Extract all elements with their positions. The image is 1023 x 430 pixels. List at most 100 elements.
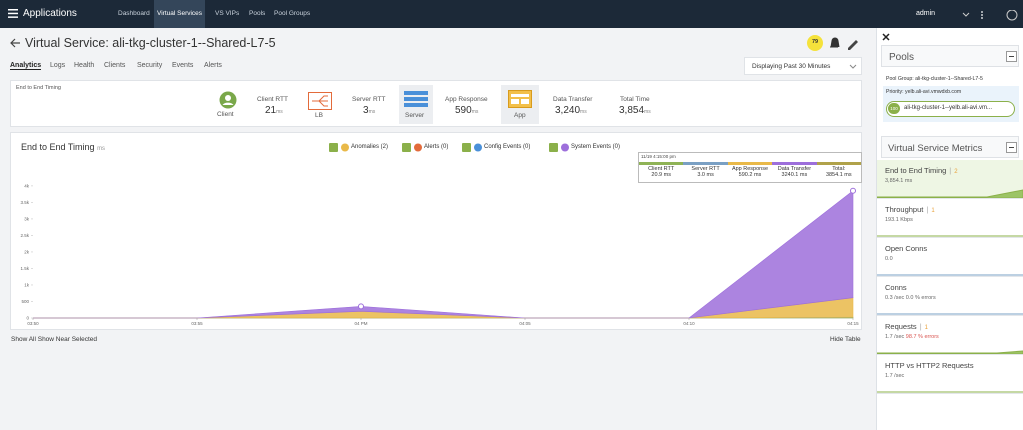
client-icon	[219, 91, 237, 109]
tooltip-value: 3.0 ms	[683, 172, 727, 178]
name: End to End Timing	[885, 166, 947, 175]
tab[interactable]: Events	[172, 62, 194, 69]
timing-panel: End to End Timing Client Client RTT 21ms…	[10, 80, 862, 127]
pool-chip[interactable]: 100 ali-tkg-cluster-1--yelb.ali-avi.vm..…	[886, 101, 1015, 117]
value: 590.2	[738, 172, 753, 178]
metric-row[interactable]: End to End Timing | 2 3,854.1 ms	[877, 160, 1023, 199]
value: 1.7 /sec	[885, 373, 905, 379]
time-range: Displaying Past 30 Minutes	[752, 63, 831, 70]
tab[interactable]: Logs	[50, 62, 66, 69]
sep: |	[926, 205, 929, 214]
menu-icon[interactable]	[8, 9, 18, 18]
metric-label: Client RTT	[257, 96, 288, 103]
filter-boxes	[329, 143, 569, 152]
tab[interactable]: Clients	[104, 62, 126, 69]
metrics-header[interactable]: Virtual Service Metrics	[881, 136, 1019, 158]
metric-row[interactable]: Throughput | 1 193.1 Kbps	[877, 199, 1023, 238]
metric-value: 1.7 /sec 98.7 % errors	[885, 334, 939, 340]
show-toggle[interactable]: Show All Show Near Selected	[11, 336, 97, 343]
node-label: Server	[405, 112, 425, 119]
y-tick-label: 4k	[24, 183, 30, 188]
tooltip: 11/19 4:15:00 pm Client RTT 20.9 ms Server…	[638, 152, 862, 183]
metric-value: 1.7 /sec	[885, 373, 904, 379]
name: Requests	[885, 322, 917, 331]
value: 193.1 Kbps	[885, 217, 913, 223]
sparkline-path	[877, 350, 1023, 354]
x-tick-label: 04 PM	[354, 321, 367, 326]
metric-name: End to End Timing | 2	[885, 166, 958, 175]
health-score[interactable]: 79	[811, 39, 819, 45]
tooltip-time: 11/19 4:15:00 pm	[641, 154, 676, 159]
tab[interactable]: Alerts	[204, 62, 222, 69]
sep: |	[919, 322, 922, 331]
y-tick-label: 0	[26, 316, 29, 321]
pool-health: 100	[888, 103, 900, 114]
nav-link[interactable]: VS VIPs	[215, 10, 240, 17]
brand[interactable]: Applications	[23, 8, 77, 19]
tab[interactable]: Health	[74, 62, 95, 69]
metric-name: Throughput | 1	[885, 205, 935, 214]
name: Conns	[885, 283, 907, 292]
tooltip-label: Total:	[832, 166, 846, 172]
lb-icon	[308, 92, 332, 110]
filter[interactable]: Anomalies (2)	[351, 144, 389, 150]
collapse[interactable]	[1006, 51, 1017, 62]
metric-value: 0.3 /sec 0.0 % errors	[885, 295, 936, 301]
tab[interactable]: Analytics	[10, 62, 42, 70]
metric-label: Total Time	[620, 96, 650, 103]
errors: 98.7 % errors	[905, 334, 939, 340]
value: 1.7 /sec	[885, 334, 905, 340]
pool-name: ali-tkg-cluster-1--yelb.ali-avi.vm...	[904, 105, 993, 111]
anomaly-count: 1	[931, 208, 935, 214]
priority: Priority: yelb.ali-avi.vmwdxb.com	[886, 89, 962, 95]
metric-name: Requests | 1	[885, 322, 928, 331]
side-panel: Pools Pool Group: ali-tkg-cluster-1--Sha…	[876, 28, 1023, 430]
filter[interactable]: System Events (0)	[571, 144, 621, 150]
value: 3854.1	[825, 172, 843, 178]
metric-label: Data Transfer	[553, 96, 593, 103]
close-icon[interactable]	[882, 33, 890, 41]
tooltip-value: 20.9 ms	[639, 172, 683, 178]
anomaly-count: 1	[924, 325, 928, 331]
name: Throughput	[885, 205, 924, 214]
y-tick-label: 3k	[24, 216, 30, 221]
tooltip-label: App Response	[731, 166, 769, 172]
page-title: Virtual Service: ali-tkg-cluster-1--Shar…	[25, 36, 276, 50]
y-tick-label: 1.5k	[20, 266, 29, 271]
nav-link[interactable]: Pool Groups	[274, 10, 311, 17]
hide-table[interactable]: Hide Table	[830, 336, 861, 343]
user-menu[interactable]: admin	[916, 10, 936, 17]
timing-label: End to End Timing	[16, 85, 61, 91]
value: 20.9	[651, 172, 663, 178]
node-label: LB	[315, 112, 323, 119]
time-range-select[interactable]: Displaying Past 30 Minutes	[744, 57, 862, 75]
value: 3.0	[697, 172, 705, 178]
metrics-list: End to End Timing | 2 3,854.1 ms Throughput |…	[877, 160, 1023, 400]
server-icon	[404, 91, 428, 107]
metric-label: Server RTT	[352, 96, 386, 103]
metric-value: 590ms	[455, 105, 479, 116]
pools-header[interactable]: Pools	[881, 45, 1019, 67]
filter[interactable]: Alerts (0)	[424, 144, 449, 150]
metric-row[interactable]: Open Conns 0.0	[877, 238, 1023, 277]
collapse[interactable]	[1006, 142, 1017, 153]
sparkline	[877, 391, 1023, 393]
tab[interactable]: Security	[137, 62, 163, 69]
nav-link[interactable]: Pools	[249, 10, 266, 17]
metric-row[interactable]: Requests | 1 1.7 /sec 98.7 % errors	[877, 316, 1023, 355]
metric-row[interactable]: HTTP vs HTTP2 Requests 1.7 /sec	[877, 355, 1023, 394]
metric-value: 193.1 Kbps	[885, 217, 913, 223]
metric-row[interactable]: Conns 0.3 /sec 0.0 % errors	[877, 277, 1023, 316]
filter[interactable]: Config Events (0)	[484, 144, 531, 150]
node-label: App	[514, 112, 526, 119]
tooltip-cell: App Response 590.2 ms	[727, 162, 773, 183]
tooltip-cell: Data Transfer 3240.1 ms	[772, 162, 817, 183]
x-tick-label: 04:15	[847, 321, 859, 326]
nav-link[interactable]: Virtual Services	[154, 0, 206, 28]
back-arrow[interactable]	[9, 38, 21, 48]
sep: |	[949, 166, 952, 175]
nav-link[interactable]: Dashboard	[118, 10, 150, 17]
metric-value: 3,854.1 ms	[885, 178, 912, 184]
tooltip-cell: Total: 3854.1 ms	[816, 162, 861, 183]
x-tick-label: 03:50	[27, 321, 39, 326]
